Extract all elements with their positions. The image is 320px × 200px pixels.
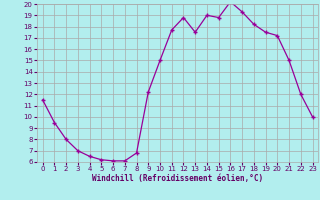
X-axis label: Windchill (Refroidissement éolien,°C): Windchill (Refroidissement éolien,°C) [92,174,263,183]
